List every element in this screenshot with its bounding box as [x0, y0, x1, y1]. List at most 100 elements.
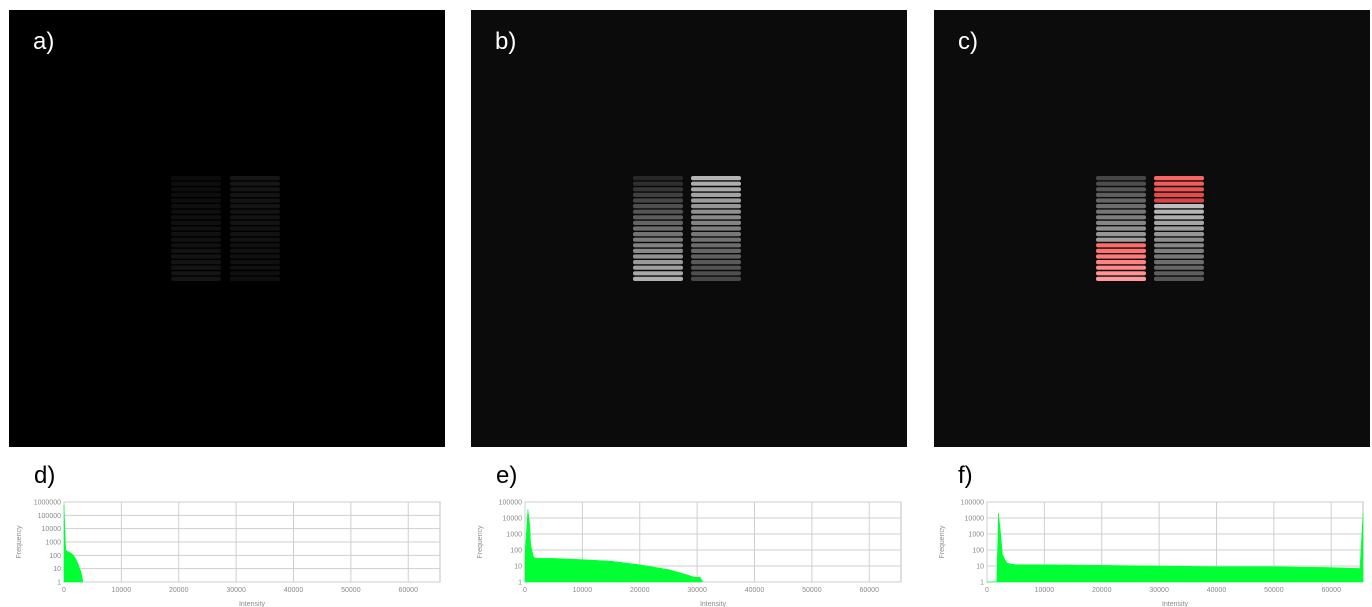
- stripe-left: [1096, 181, 1146, 186]
- stripe-left: [1096, 248, 1146, 253]
- x-tick-label: 60000: [1322, 587, 1342, 594]
- stripe-left: [171, 254, 221, 259]
- stripe-right: [1154, 187, 1204, 192]
- stripe-left: [633, 181, 683, 186]
- stripe-left: [171, 192, 221, 197]
- stripe-right: [691, 237, 741, 242]
- stripe-left: [633, 243, 683, 248]
- x-tick-label: 0: [62, 587, 66, 594]
- panel-background: [934, 10, 1370, 447]
- histogram-label-d: d): [34, 462, 56, 489]
- stripe-left: [1096, 198, 1146, 203]
- panel-label-c: c): [958, 28, 978, 55]
- histogram-area: [524, 509, 704, 583]
- histogram-area: [63, 504, 84, 583]
- stripe-right: [1154, 265, 1204, 270]
- histogram-label-e: e): [496, 462, 518, 489]
- x-tick-label: 40000: [1207, 587, 1227, 594]
- histogram-d: 0 10000 20000 30000 40000 50000 60000 1 10 100 100…: [6, 498, 444, 607]
- y-axis-label: Frequency: [477, 525, 484, 559]
- histogram-chart-e: 0 10000 20000 30000 40000 50000 60000 1 10 100 100…: [477, 500, 902, 607]
- stripe-left: [1096, 232, 1146, 237]
- y-tick-label: 10: [514, 564, 522, 571]
- y-tick-label: 1: [57, 580, 61, 587]
- stripe-left: [171, 271, 221, 276]
- stripe-left: [171, 181, 221, 186]
- stripe-right: [230, 243, 280, 248]
- stripe-left: [633, 220, 683, 225]
- stripe-left: [171, 176, 221, 181]
- x-tick-label: 0: [985, 587, 989, 594]
- stripe-right: [691, 187, 741, 192]
- stripe-left: [633, 176, 683, 181]
- stripe-left: [1096, 192, 1146, 197]
- stripe-left: [1096, 271, 1146, 276]
- panel-label-b: b): [495, 28, 517, 55]
- y-axis-label: Frequency: [939, 525, 946, 559]
- x-tick-label: 30000: [226, 587, 246, 594]
- stripe-right: [691, 248, 741, 253]
- stripe-right: [1154, 232, 1204, 237]
- y-tick-label: 1000000: [34, 500, 61, 507]
- histogram-f: 0 10000 20000 30000 40000 50000 60000 1 10 100 100…: [929, 498, 1367, 607]
- stripe-left: [171, 209, 221, 214]
- y-tick-label: 10000: [42, 526, 62, 533]
- stripe-left: [1096, 176, 1146, 181]
- x-tick-label: 30000: [1149, 587, 1169, 594]
- stripe-right: [1154, 198, 1204, 203]
- x-tick-label: 50000: [802, 587, 822, 594]
- stripe-right: [230, 276, 280, 281]
- stripe-right: [230, 204, 280, 209]
- stripe-right: [691, 276, 741, 281]
- stripe-left: [1096, 265, 1146, 270]
- stripe-left: [1096, 215, 1146, 220]
- stripe-right: [1154, 220, 1204, 225]
- y-tick-label: 100000: [961, 500, 984, 507]
- stripe-right: [691, 271, 741, 276]
- stripe-right: [230, 265, 280, 270]
- y-tick-label: 100000: [38, 513, 61, 520]
- stripe-right: [230, 260, 280, 265]
- stripe-right: [691, 243, 741, 248]
- stripe-left: [1096, 220, 1146, 225]
- stripe-left: [633, 192, 683, 197]
- y-tick-label: 100000: [499, 500, 522, 507]
- histogram-chart-f: 0 10000 20000 30000 40000 50000 60000 1 10 100 100…: [939, 500, 1364, 607]
- stripe-right: [691, 226, 741, 231]
- stripe-right: [1154, 181, 1204, 186]
- stripe-right: [1154, 192, 1204, 197]
- x-tick-label: 20000: [630, 587, 650, 594]
- stripe-right: [691, 209, 741, 214]
- stripe-left: [633, 248, 683, 253]
- y-tick-label: 1000: [506, 532, 522, 539]
- y-tick-label: 1: [518, 580, 522, 587]
- stripe-right: [1154, 209, 1204, 214]
- stripe-left: [633, 260, 683, 265]
- stripe-left: [1096, 204, 1146, 209]
- x-tick-label: 50000: [341, 587, 361, 594]
- stripe-right: [691, 260, 741, 265]
- stripe-left: [633, 237, 683, 242]
- panel-label-a: a): [33, 28, 55, 55]
- stripe-left: [1096, 209, 1146, 214]
- stripe-left: [633, 226, 683, 231]
- stripe-left: [1096, 254, 1146, 259]
- stripe-right: [691, 220, 741, 225]
- stripe-right: [230, 226, 280, 231]
- stripe-right: [230, 271, 280, 276]
- stripe-right: [691, 176, 741, 181]
- y-tick-label: 10: [53, 566, 61, 573]
- x-tick-label: 40000: [284, 587, 304, 594]
- stripe-left: [633, 271, 683, 276]
- y-tick-label: 100: [49, 553, 61, 560]
- stripe-right: [230, 254, 280, 259]
- x-tick-label: 40000: [745, 587, 765, 594]
- stripe-right: [691, 215, 741, 220]
- stripe-right: [230, 181, 280, 186]
- panel-background: [9, 10, 445, 447]
- stripe-right: [1154, 215, 1204, 220]
- stripe-left: [171, 232, 221, 237]
- microscope-image-b: [471, 10, 907, 447]
- stripe-right: [1154, 248, 1204, 253]
- microscope-image-c: [934, 10, 1370, 447]
